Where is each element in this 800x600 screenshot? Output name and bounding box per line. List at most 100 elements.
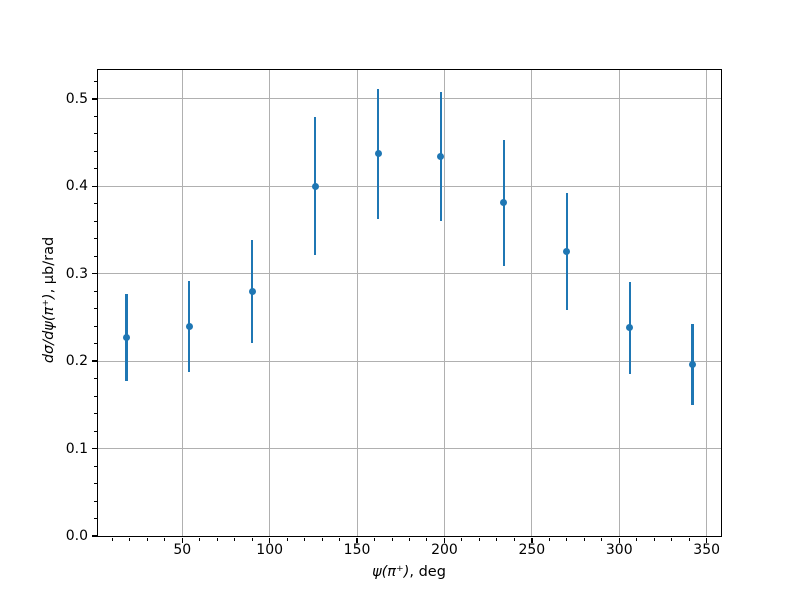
x-minor-tick <box>671 537 673 541</box>
y-tick-label: 0.4 <box>65 178 88 195</box>
x-minor-tick <box>409 537 410 541</box>
gridline-vertical <box>269 70 271 536</box>
x-minor-tick <box>304 537 306 541</box>
y-tick-label: 0.0 <box>65 528 88 544</box>
x-major-tick <box>705 537 708 543</box>
y-tick-label: 0.1 <box>65 440 88 457</box>
x-minor-tick <box>199 537 201 541</box>
gridline-vertical <box>531 70 533 536</box>
x-minor-tick <box>426 537 428 541</box>
data-point-marker <box>563 248 571 256</box>
y-major-tick <box>91 272 97 275</box>
gridline-horizontal <box>98 98 721 100</box>
x-minor-tick <box>164 537 166 541</box>
x-axis-label: ψ(π⁺), deg <box>372 563 446 581</box>
x-tick-label: 150 <box>343 542 371 558</box>
gridline-vertical <box>181 70 183 536</box>
y-minor-tick <box>93 150 97 152</box>
x-tick-label: 100 <box>256 542 284 558</box>
x-tick-label: 50 <box>173 542 192 558</box>
y-minor-tick <box>93 500 97 502</box>
data-point-marker <box>311 182 319 190</box>
y-axis-label: dσ/dψ(π⁺), μb/rad <box>40 237 58 363</box>
x-minor-tick <box>216 537 218 541</box>
x-minor-tick <box>234 537 236 541</box>
x-minor-tick <box>548 537 550 541</box>
x-major-tick <box>618 537 620 543</box>
data-point-marker <box>500 199 508 207</box>
data-point-marker <box>689 361 697 369</box>
y-minor-tick <box>93 220 97 222</box>
y-minor-tick <box>93 518 97 519</box>
y-minor-tick <box>93 115 97 117</box>
gridline-vertical <box>443 70 445 536</box>
x-minor-tick <box>321 537 323 541</box>
x-minor-tick <box>583 537 585 541</box>
data-point-marker <box>122 334 130 342</box>
y-minor-tick <box>93 325 97 327</box>
data-point-marker <box>437 153 445 161</box>
x-minor-tick <box>129 537 131 541</box>
y-major-tick <box>91 447 97 450</box>
x-major-tick <box>443 537 446 543</box>
x-minor-tick <box>146 537 148 541</box>
x-minor-tick <box>111 537 113 541</box>
x-axis-label-math: ψ(π⁺) <box>372 564 410 580</box>
gridline-vertical <box>706 70 708 536</box>
x-minor-tick <box>653 537 655 541</box>
x-major-tick <box>356 537 358 543</box>
x-minor-tick <box>461 537 463 541</box>
y-minor-tick <box>93 378 97 380</box>
y-minor-tick <box>93 430 97 432</box>
gridline-horizontal <box>98 273 721 275</box>
y-minor-tick <box>93 290 97 292</box>
x-tick-label: 200 <box>431 542 458 558</box>
data-point-marker <box>626 324 634 332</box>
x-minor-tick <box>478 537 480 541</box>
x-minor-tick <box>601 537 603 541</box>
y-tick-label: 0.5 <box>65 90 88 107</box>
y-minor-tick <box>93 413 97 415</box>
y-tick-label: 0.3 <box>65 265 88 282</box>
x-tick-label: 250 <box>518 542 546 558</box>
y-minor-tick <box>93 203 97 205</box>
x-minor-tick <box>636 537 638 541</box>
gridline-horizontal <box>98 185 721 187</box>
gridline-vertical <box>618 70 620 536</box>
data-point-marker <box>248 287 256 295</box>
y-major-tick <box>91 360 97 362</box>
y-minor-tick <box>93 255 97 257</box>
plot-area <box>96 68 722 537</box>
y-minor-tick <box>93 133 97 135</box>
y-minor-tick <box>93 168 97 170</box>
y-minor-tick <box>93 238 97 240</box>
gridline-vertical <box>356 70 358 536</box>
x-minor-tick <box>566 537 568 541</box>
x-major-tick <box>181 537 183 543</box>
y-tick-label: 0.2 <box>65 353 88 370</box>
x-minor-tick <box>513 537 515 541</box>
x-major-tick <box>531 537 533 543</box>
data-point-marker <box>185 322 193 330</box>
y-minor-tick <box>93 465 97 467</box>
x-tick-label: 300 <box>605 542 633 558</box>
gridline-horizontal <box>98 360 721 362</box>
x-minor-tick <box>496 537 498 541</box>
y-major-tick <box>91 98 97 100</box>
y-minor-tick <box>93 308 97 310</box>
y-minor-tick <box>93 483 97 485</box>
x-minor-tick <box>688 537 690 541</box>
x-axis-label-unit: , deg <box>409 564 446 580</box>
y-minor-tick <box>93 343 97 345</box>
y-minor-tick <box>93 80 97 82</box>
x-tick-label: 350 <box>693 542 721 558</box>
y-major-tick <box>91 185 97 188</box>
x-minor-tick <box>286 537 288 541</box>
x-minor-tick <box>339 537 341 541</box>
x-major-tick <box>268 537 271 543</box>
x-minor-tick <box>251 537 253 541</box>
y-major-tick <box>91 535 97 537</box>
x-minor-tick <box>374 537 376 541</box>
data-point-marker <box>374 150 382 158</box>
